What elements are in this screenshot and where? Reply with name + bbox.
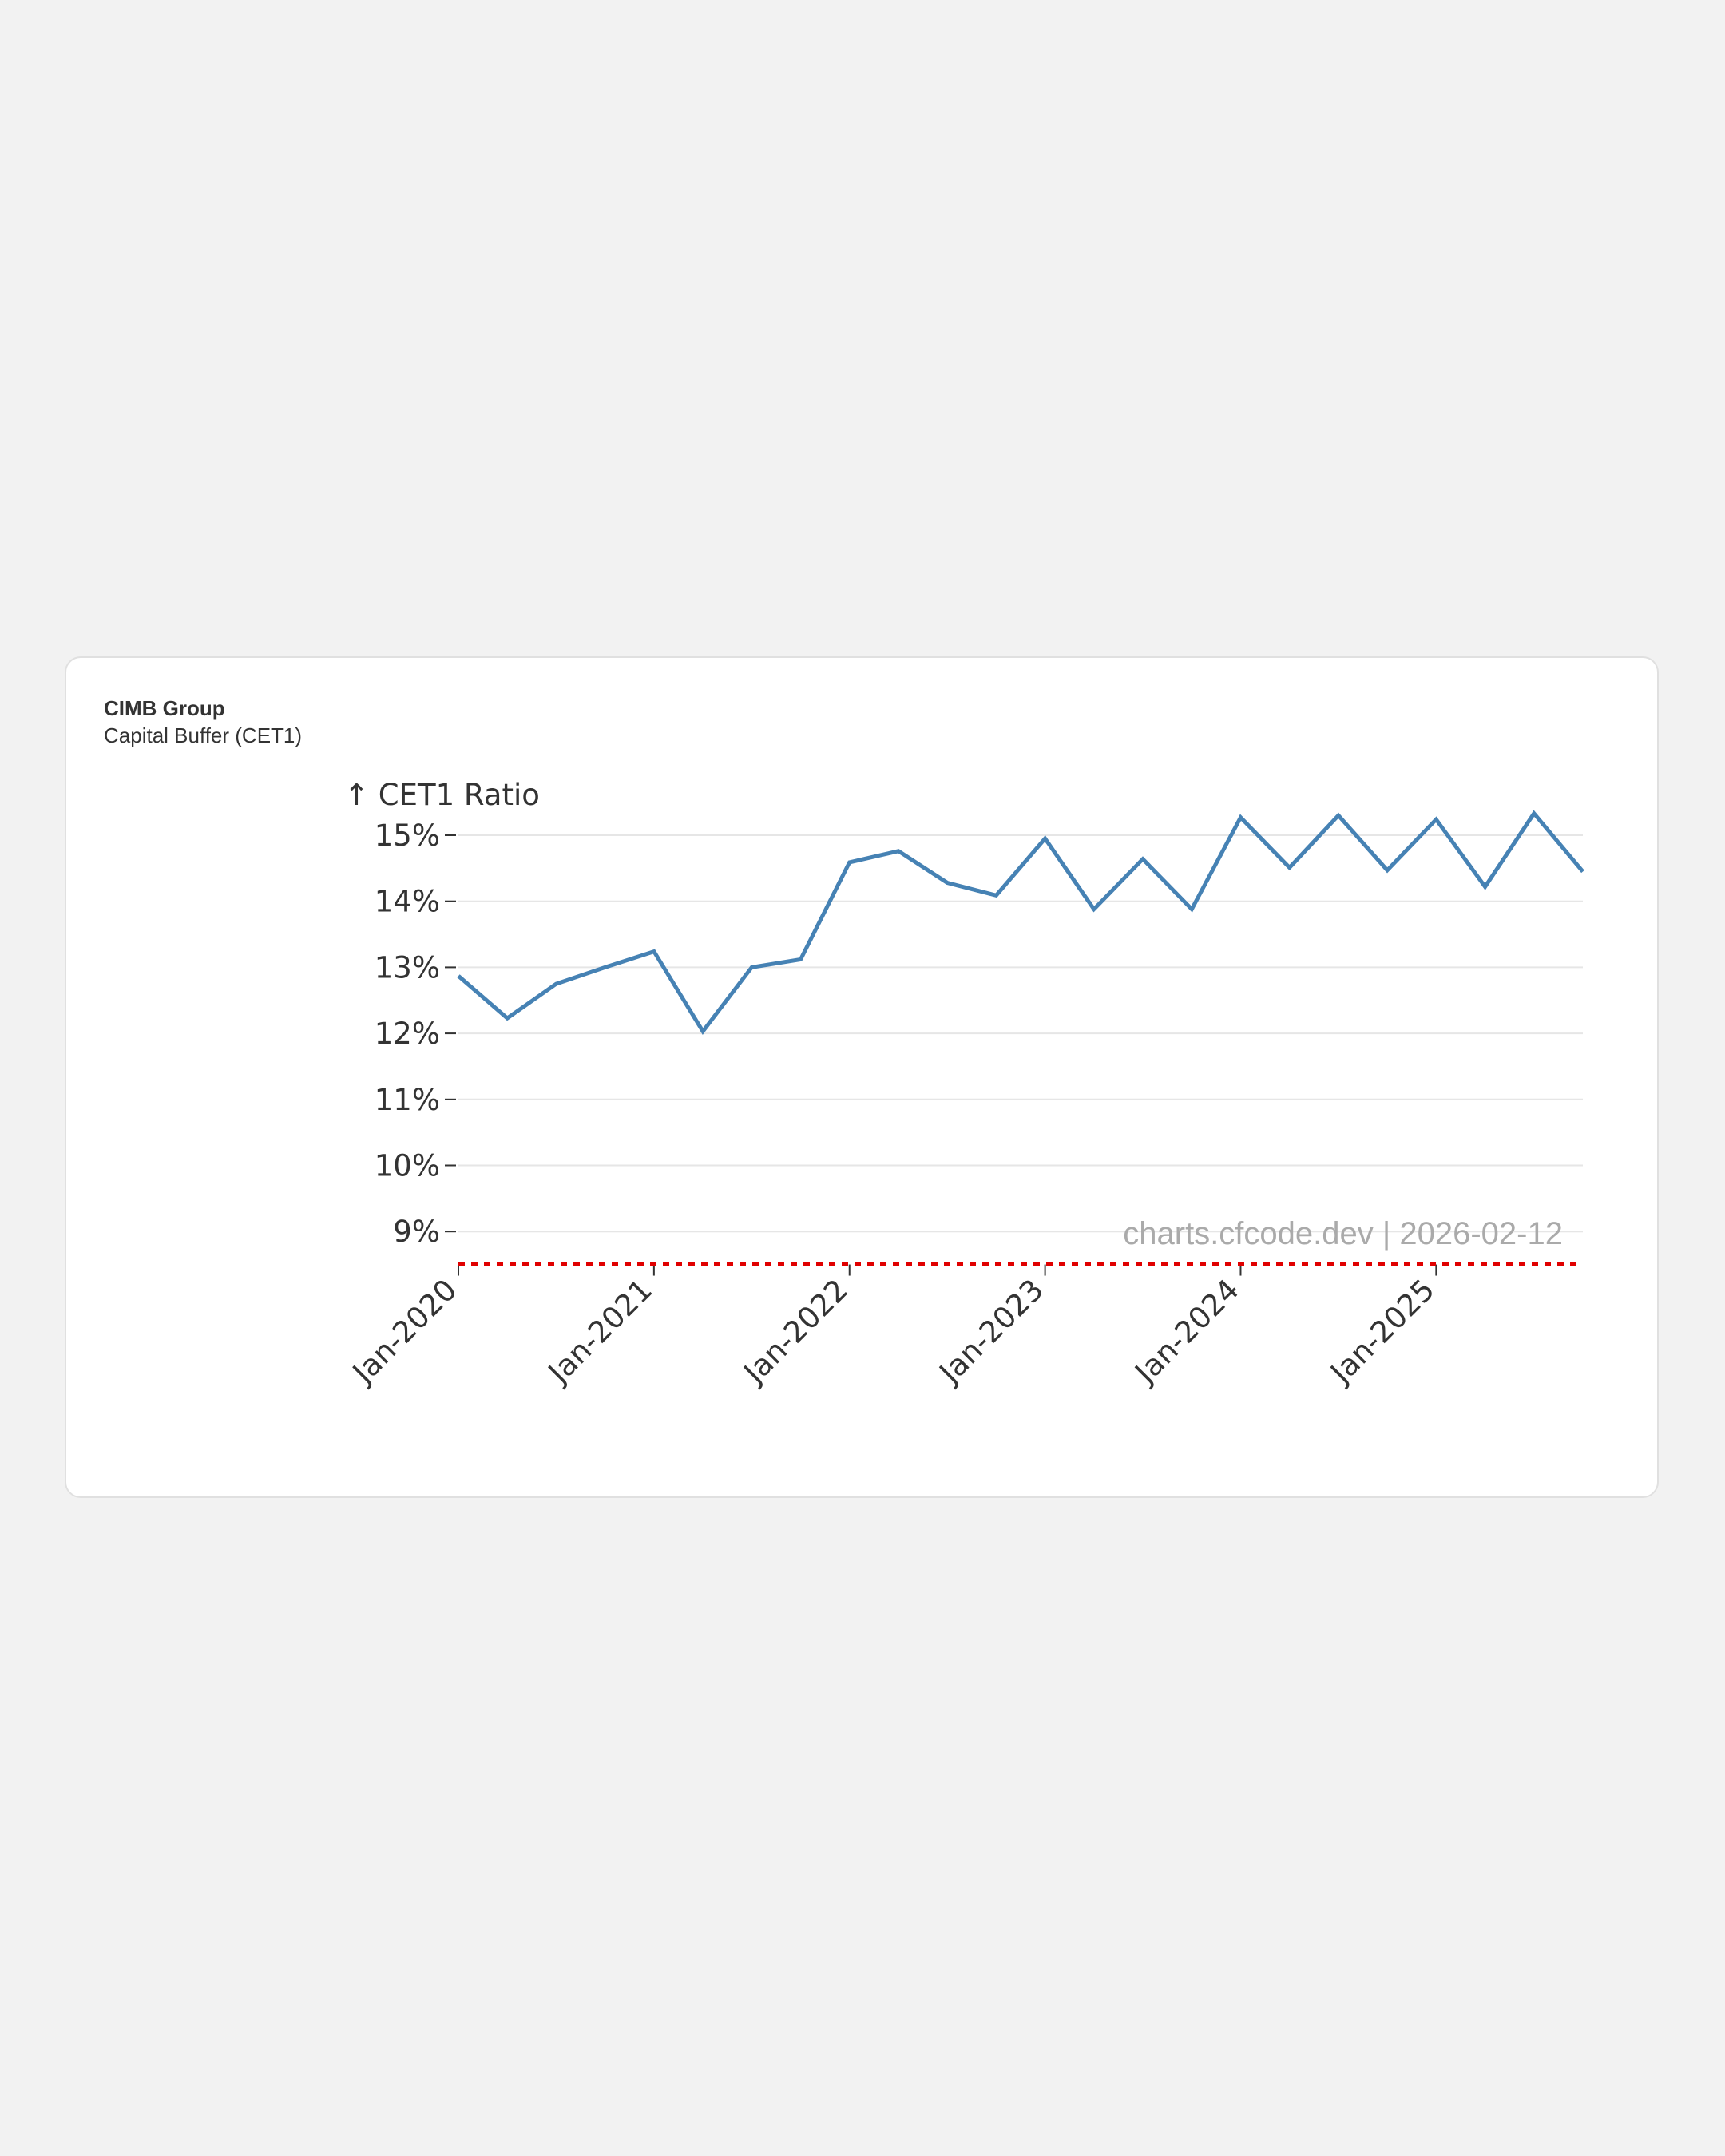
y-tick-label: 14% [375, 885, 440, 919]
x-tick-label: Jan-2021 [541, 1273, 659, 1391]
chart-card [65, 656, 1659, 1498]
y-tick-label: 15% [375, 818, 440, 853]
watermark: charts.cfcode.dev | 2026-02-12 [1123, 1216, 1563, 1251]
y-axis-label: ↑ CET1 Ratio [344, 778, 540, 812]
y-tick-label: 10% [375, 1149, 440, 1183]
y-tick-label: 13% [375, 950, 440, 985]
x-tick-label: Jan-2024 [1128, 1273, 1246, 1391]
y-tick-label: 11% [375, 1083, 440, 1117]
chart-title: CIMB Group [104, 696, 225, 720]
y-tick-label: 9% [393, 1215, 440, 1249]
y-tick-label: 12% [375, 1017, 440, 1051]
x-tick-label: Jan-2020 [345, 1273, 463, 1391]
x-tick-label: Jan-2023 [932, 1273, 1050, 1391]
cet1-ratio-line [457, 810, 1584, 1036]
x-tick-label: Jan-2025 [1323, 1273, 1441, 1391]
x-tick-label: Jan-2022 [736, 1273, 855, 1391]
chart-subtitle: Capital Buffer (CET1) [104, 723, 303, 747]
